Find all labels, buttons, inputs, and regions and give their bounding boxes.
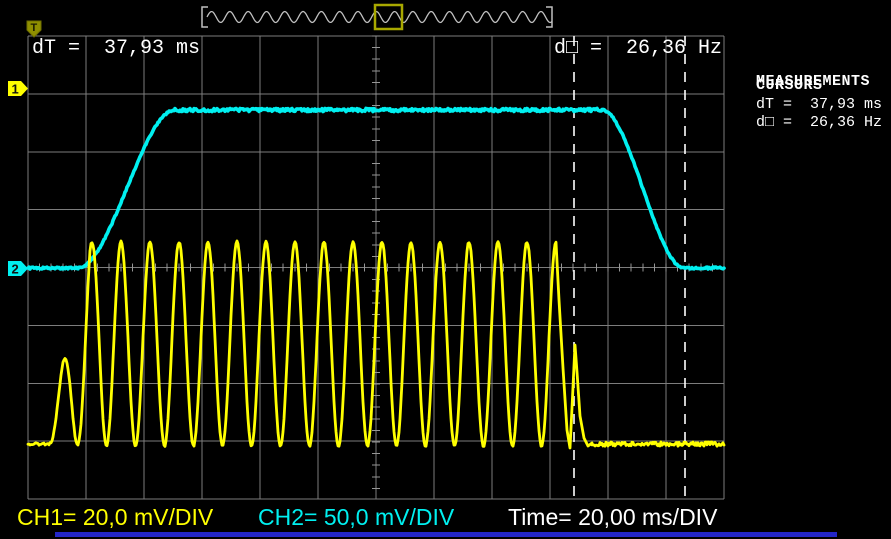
overview-left-bracket-icon	[201, 6, 208, 28]
trigger-window[interactable]	[373, 3, 404, 31]
overview-waveform	[206, 10, 553, 24]
cursor-delta-freq-value: d□ = 26,36 Hz	[756, 114, 883, 131]
trigger-position-marker[interactable]: T	[26, 20, 42, 38]
delta-freq-readout: d□ = 26,36 Hz	[554, 37, 723, 60]
ch2-marker-label: 2	[12, 262, 19, 277]
overview-right-bracket-icon	[546, 6, 553, 28]
cursors-section-title: CURSORS	[756, 77, 823, 94]
ch1-marker-label: 1	[12, 82, 19, 97]
ch1-scale-label: CH1= 20,0 mV/DIV	[17, 504, 214, 530]
ch2-scale-label: CH2= 50,0 mV/DIV	[258, 504, 455, 530]
ch1-position-marker[interactable]: 1	[8, 81, 28, 97]
measurements-panel: MEASUREMENTS CURSORS dT = 37,93 ms d□ = …	[756, 37, 882, 180]
delta-t-readout: dT = 37,93 ms	[32, 37, 201, 60]
ch2-position-marker[interactable]: 2	[8, 261, 28, 277]
trigger-marker-label: T	[31, 22, 38, 34]
ch2-trace	[26, 106, 726, 271]
cursor-delta-t-value: dT = 37,93 ms	[756, 96, 883, 113]
ch1-trace	[26, 239, 726, 450]
bottom-accent-bar	[55, 532, 837, 537]
timebase-label: Time= 20,00 ms/DIV	[508, 504, 718, 530]
measurements-panel-title: MEASUREMENTS	[756, 73, 871, 90]
